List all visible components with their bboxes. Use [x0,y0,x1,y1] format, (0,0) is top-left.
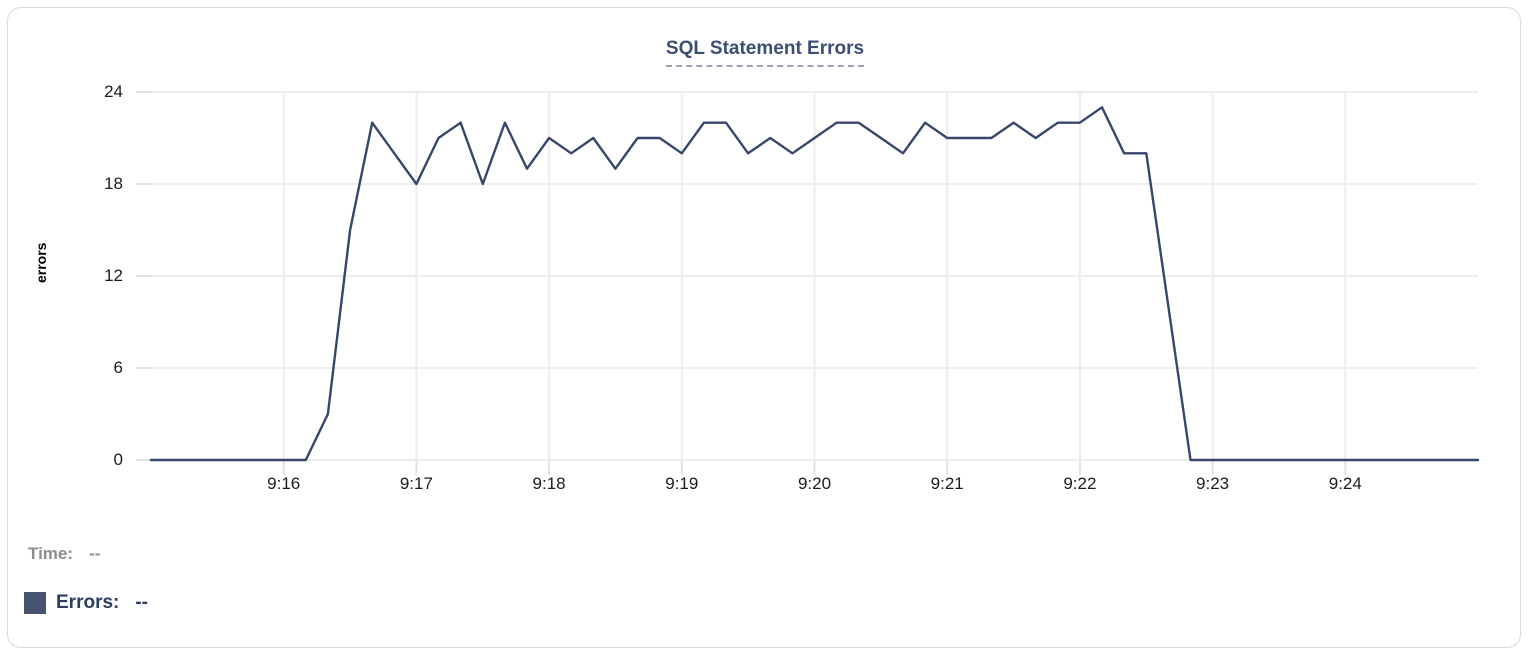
x-tick-label: 9:22 [1063,474,1097,493]
x-tick-label: 9:24 [1328,474,1362,493]
x-tick-label: 9:20 [797,474,832,493]
y-tick-label: 12 [104,266,123,285]
x-tick-label: 9:21 [930,474,964,493]
x-tick-label: 9:16 [267,474,301,493]
chart-card: SQL Statement Errors errors 0 6 12 18 24 9:1… [7,7,1521,648]
chart-canvas[interactable] [131,85,1495,476]
x-tick-label: 9:19 [665,474,699,493]
chart-header: SQL Statement Errors [8,38,1522,67]
legend-time-row: Time: -- [28,544,100,564]
errors-series-swatch-icon [24,592,46,614]
errors-series-line[interactable] [149,106,1480,462]
x-tick-label: 9:23 [1196,474,1230,493]
legend-errors-label: Errors: [56,592,120,613]
legend-time-value: -- [89,544,101,563]
x-tick-label: 9:18 [532,474,566,493]
y-tick-label: 0 [113,450,123,469]
y-tick-label: 24 [104,82,123,101]
x-tick-label: 9:17 [399,474,433,493]
legend-time-label: Time: [28,544,74,563]
chart-title[interactable]: SQL Statement Errors [665,38,865,67]
y-tick-label: 18 [104,174,123,193]
y-tick-label: 6 [113,358,123,377]
legend-errors-value: -- [135,592,149,613]
legend-errors-row: Errors: -- [24,592,148,614]
